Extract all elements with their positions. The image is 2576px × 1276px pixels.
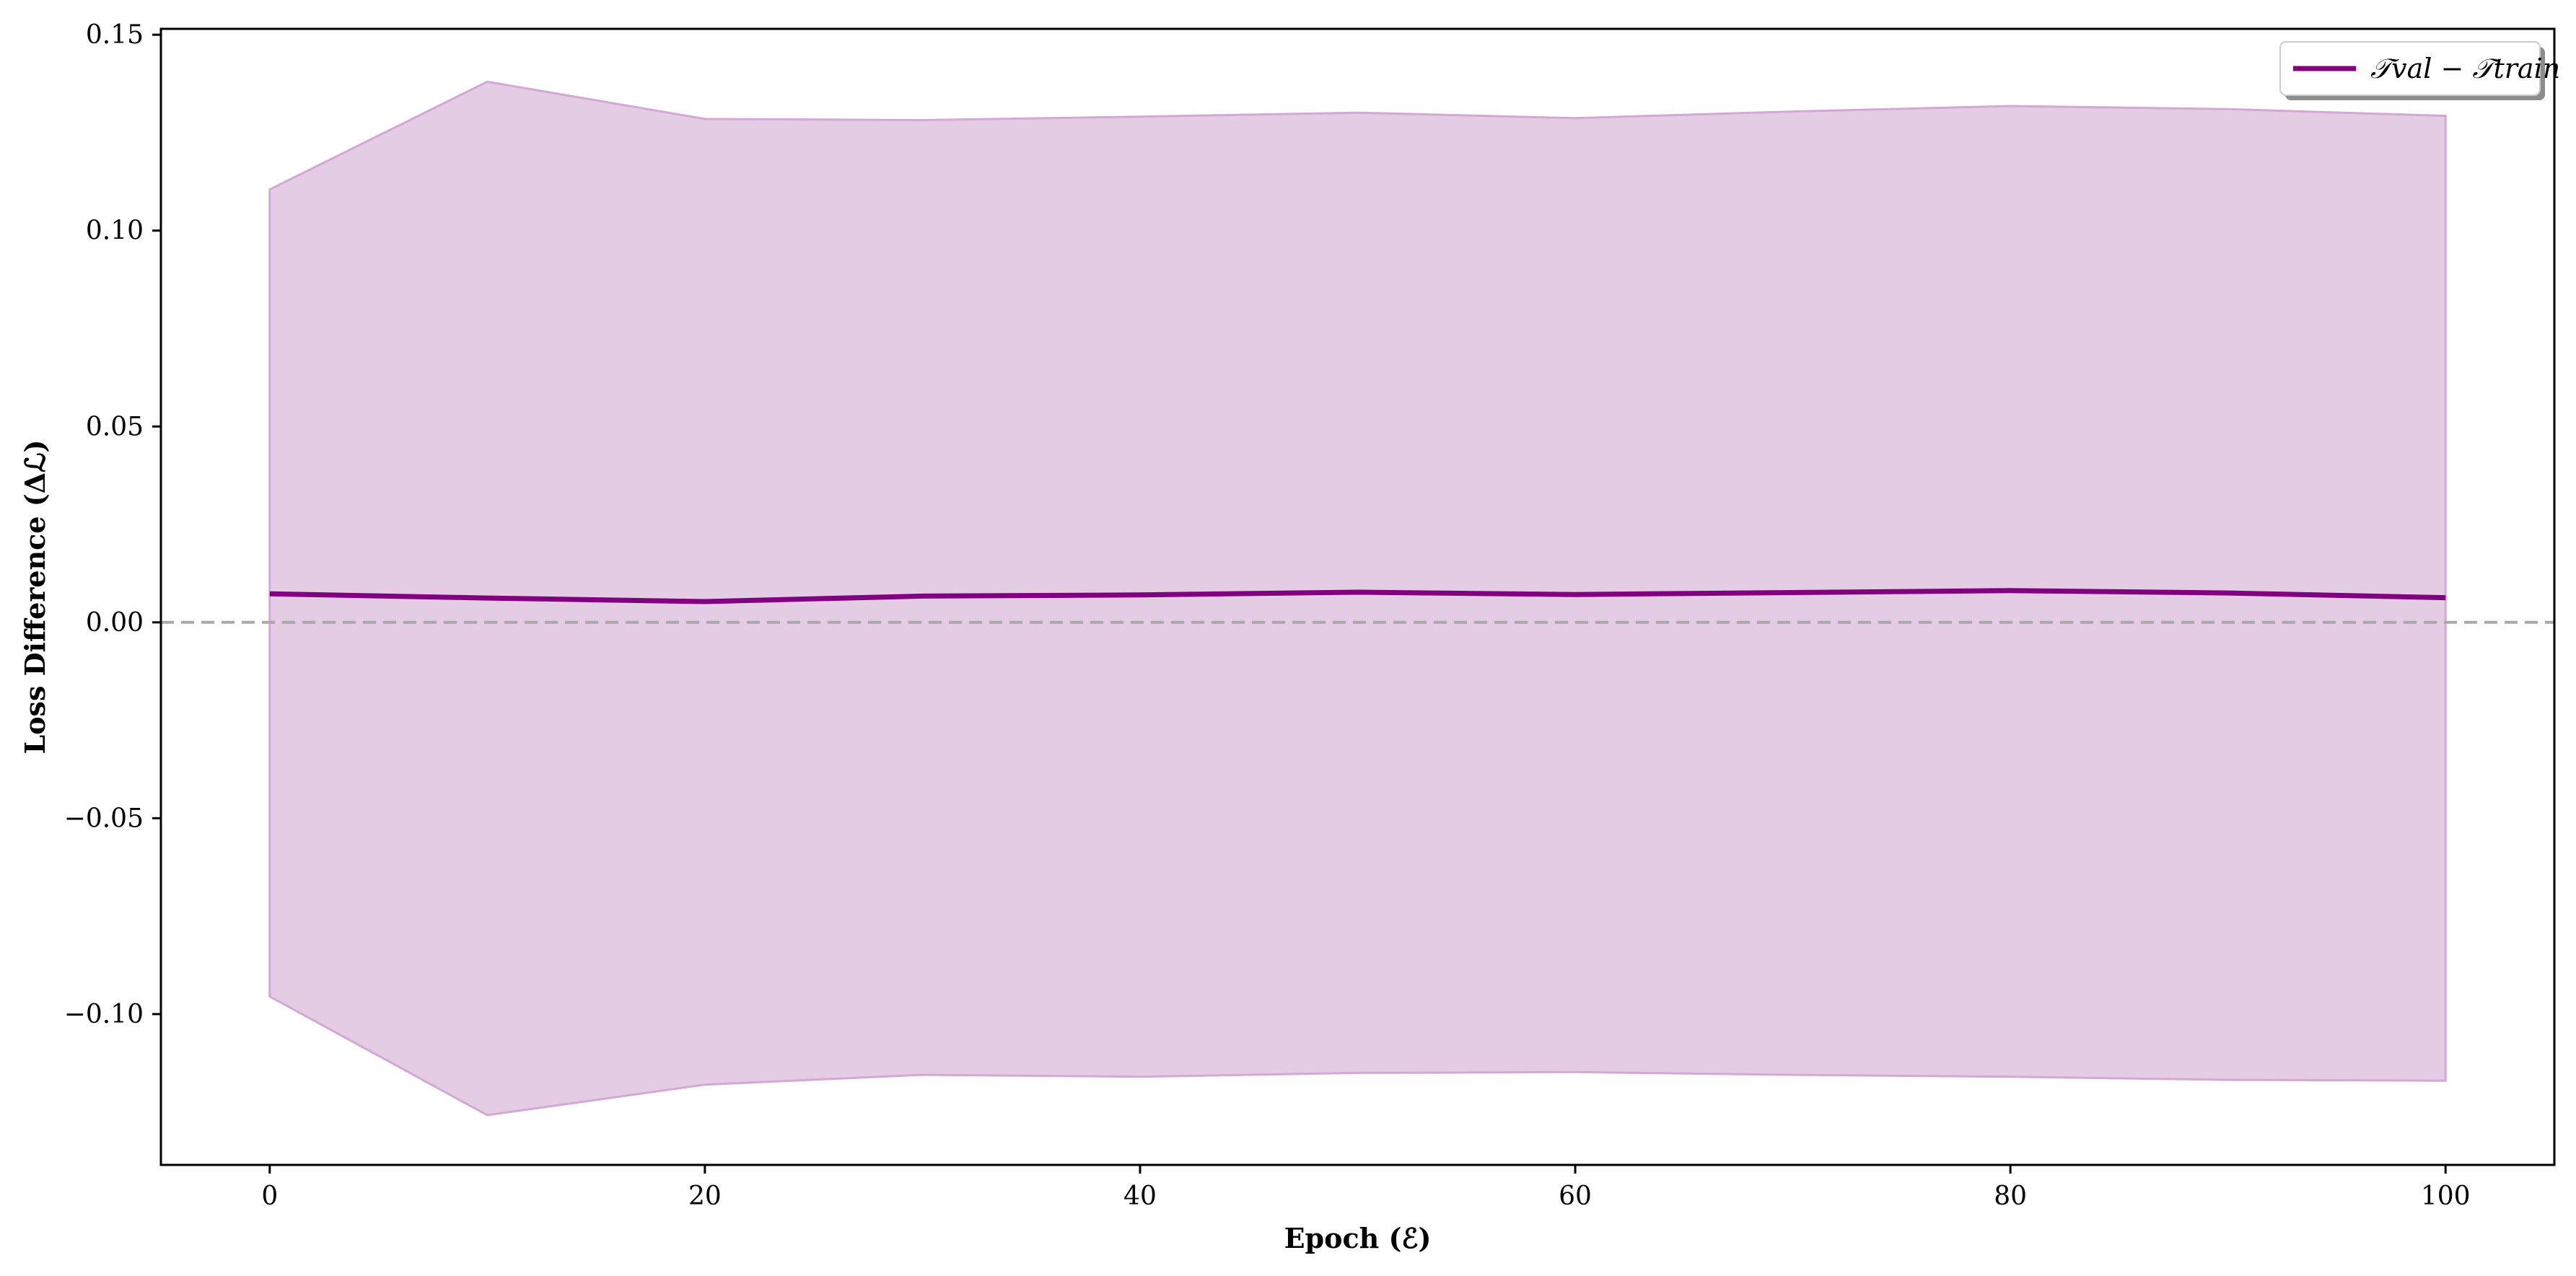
data-point — [1791, 591, 1795, 595]
y-tick-label: 0.00 — [86, 608, 144, 638]
data-point — [268, 591, 272, 596]
y-tick-label: −0.10 — [64, 1000, 144, 1029]
data-point — [1138, 593, 1142, 597]
legend-label: 𝒯val − 𝒯train — [2370, 53, 2560, 84]
x-tick-label: 40 — [1123, 1182, 1157, 1211]
data-point — [2008, 589, 2012, 593]
confidence-band — [268, 80, 2447, 1117]
x-tick-label: 80 — [1994, 1182, 2027, 1211]
data-point — [920, 594, 924, 598]
data-point — [2226, 591, 2230, 595]
plot-area — [161, 80, 2554, 1117]
y-tick-label: 0.10 — [86, 216, 144, 246]
data-point — [703, 599, 707, 604]
data-point — [1356, 590, 1360, 594]
legend-box — [2279, 41, 2541, 96]
y-tick-label: −0.05 — [64, 804, 144, 833]
axes: 0 20 40 60 80 100 −0.10 −0.05 0.00 0.05 0.10 0.15 Ep… — [19, 20, 2556, 1254]
y-tick-label: 0.05 — [86, 412, 144, 441]
data-point — [1573, 592, 1577, 597]
axes-frame — [159, 27, 2556, 1166]
series-line — [269, 588, 2446, 604]
x-tick-label: 0 — [261, 1182, 278, 1211]
data-point — [485, 596, 489, 600]
y-tick-label: 0.15 — [86, 20, 144, 50]
x-tick-label: 60 — [1559, 1182, 1592, 1211]
x-tick-label: 100 — [2421, 1182, 2471, 1211]
y-axis-title: Loss Difference (Δℒ) — [19, 439, 51, 754]
x-tick-label: 20 — [688, 1182, 722, 1211]
legend: 𝒯val − 𝒯train — [2279, 41, 2560, 100]
x-axis-title: Epoch (ℰ) — [1284, 1222, 1432, 1254]
data-point — [2443, 596, 2448, 600]
